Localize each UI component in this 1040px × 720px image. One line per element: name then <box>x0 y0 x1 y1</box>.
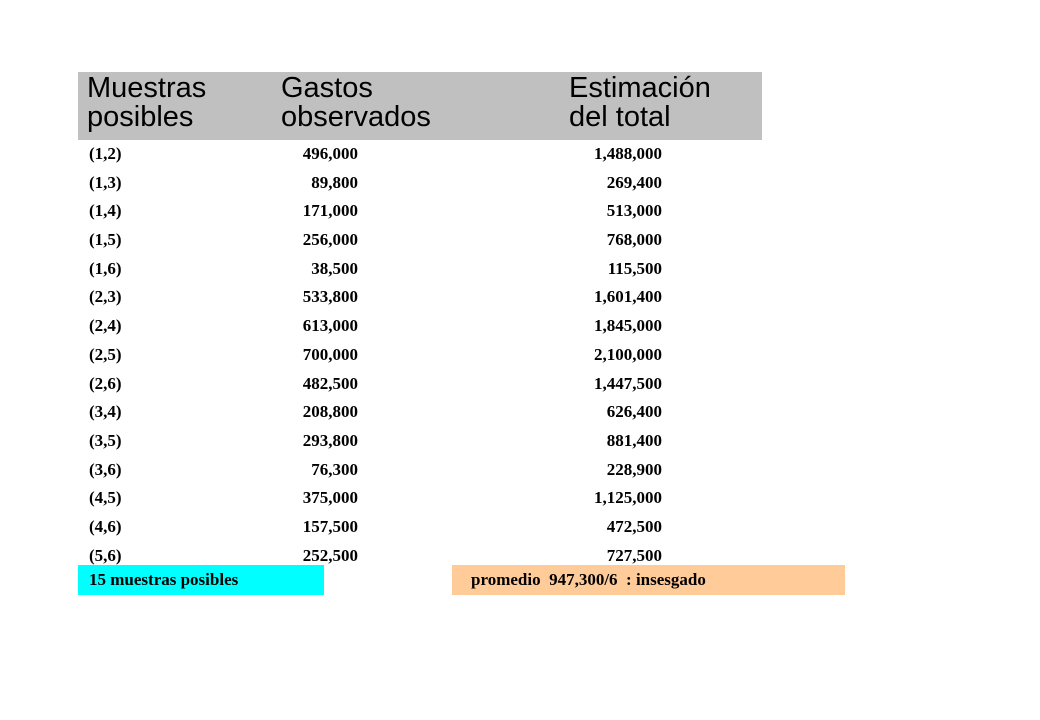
table-row: (4,5) 375,000 1,125,000 <box>78 485 778 514</box>
table-row: (4,6) 157,500 472,500 <box>78 514 778 543</box>
estimacion-cell: 727,500 <box>606 545 662 565</box>
gastos-cell: 700,000 <box>302 344 358 364</box>
footer-promedio: promedio 947,300/6 : insesgado <box>452 565 845 595</box>
table-row: (1,3) 89,800 269,400 <box>78 170 778 199</box>
table-row: (1,4) 171,000 513,000 <box>78 198 778 227</box>
estimacion-cell: 115,500 <box>607 258 662 278</box>
table-row: (1,2) 496,000 1,488,000 <box>78 141 778 170</box>
sample-cell: (1,6) <box>89 258 122 278</box>
gastos-cell: 89,800 <box>311 172 358 192</box>
table-row: (2,5) 700,000 2,100,000 <box>78 342 778 371</box>
table-row: (1,5) 256,000 768,000 <box>78 227 778 256</box>
estimacion-cell: 2,100,000 <box>594 344 662 364</box>
estimacion-cell: 881,400 <box>606 430 662 450</box>
table-row: (2,4) 613,000 1,845,000 <box>78 313 778 342</box>
table-row: (3,5) 293,800 881,400 <box>78 428 778 457</box>
estimacion-cell: 269,400 <box>606 172 662 192</box>
gastos-cell: 375,000 <box>302 488 358 508</box>
gastos-cell: 533,800 <box>302 287 358 307</box>
estimacion-cell: 1,488,000 <box>594 144 662 163</box>
sample-cell: (5,6) <box>89 545 122 565</box>
gastos-cell: 252,500 <box>302 545 358 565</box>
gastos-cell: 496,000 <box>302 144 358 163</box>
sample-cell: (3,5) <box>89 430 122 450</box>
gastos-cell: 171,000 <box>302 201 358 221</box>
gastos-cell: 76,300 <box>311 459 358 479</box>
header-gastos-observados: Gastos observados <box>281 72 431 133</box>
gastos-cell: 157,500 <box>302 516 358 536</box>
table-row: (2,6) 482,500 1,447,500 <box>78 371 778 400</box>
sample-cell: (1,3) <box>89 172 122 192</box>
estimacion-cell: 1,601,400 <box>594 287 662 307</box>
sample-cell: (4,6) <box>89 516 122 536</box>
sample-cell: (2,6) <box>89 373 122 393</box>
estimacion-cell: 472,500 <box>606 516 662 536</box>
table-row: (3,4) 208,800 626,400 <box>78 399 778 428</box>
table-row: (1,6) 38,500 115,500 <box>78 256 778 285</box>
gastos-cell: 208,800 <box>302 402 358 422</box>
gastos-cell: 256,000 <box>302 230 358 250</box>
sample-cell: (3,6) <box>89 459 122 479</box>
estimacion-cell: 513,000 <box>606 201 662 221</box>
table-row: (2,3) 533,800 1,601,400 <box>78 284 778 313</box>
estimacion-cell: 768,000 <box>606 230 662 250</box>
sample-cell: (2,3) <box>89 287 122 307</box>
sample-cell: (3,4) <box>89 402 122 422</box>
sample-cell: (2,4) <box>89 316 122 336</box>
sample-cell: (2,5) <box>89 344 122 364</box>
estimacion-cell: 1,125,000 <box>594 488 662 508</box>
estimacion-cell: 228,900 <box>606 459 662 479</box>
estimacion-cell: 626,400 <box>606 402 662 422</box>
gastos-cell: 293,800 <box>302 430 358 450</box>
sample-cell: (1,2) <box>89 144 122 163</box>
table-body: (1,2) 496,000 1,488,000 (1,3) 89,800 269… <box>78 141 778 571</box>
sample-cell: (4,5) <box>89 488 122 508</box>
header-muestras-posibles: Muestras posibles <box>87 72 207 133</box>
footer-muestras-count: 15 muestras posibles <box>78 565 324 595</box>
gastos-cell: 38,500 <box>311 258 358 278</box>
sample-cell: (1,5) <box>89 230 122 250</box>
gastos-cell: 482,500 <box>302 373 358 393</box>
header-estimacion-del-total: Estimación del total <box>569 72 711 133</box>
table-header: Muestras posibles Gastos observados Esti… <box>78 72 762 140</box>
estimacion-cell: 1,845,000 <box>594 316 662 336</box>
estimacion-cell: 1,447,500 <box>594 373 662 393</box>
table-row: (5,6) 252,500 727,500 <box>78 543 778 572</box>
sample-cell: (1,4) <box>89 201 122 221</box>
gastos-cell: 613,000 <box>302 316 358 336</box>
table-row: (3,6) 76,300 228,900 <box>78 457 778 486</box>
